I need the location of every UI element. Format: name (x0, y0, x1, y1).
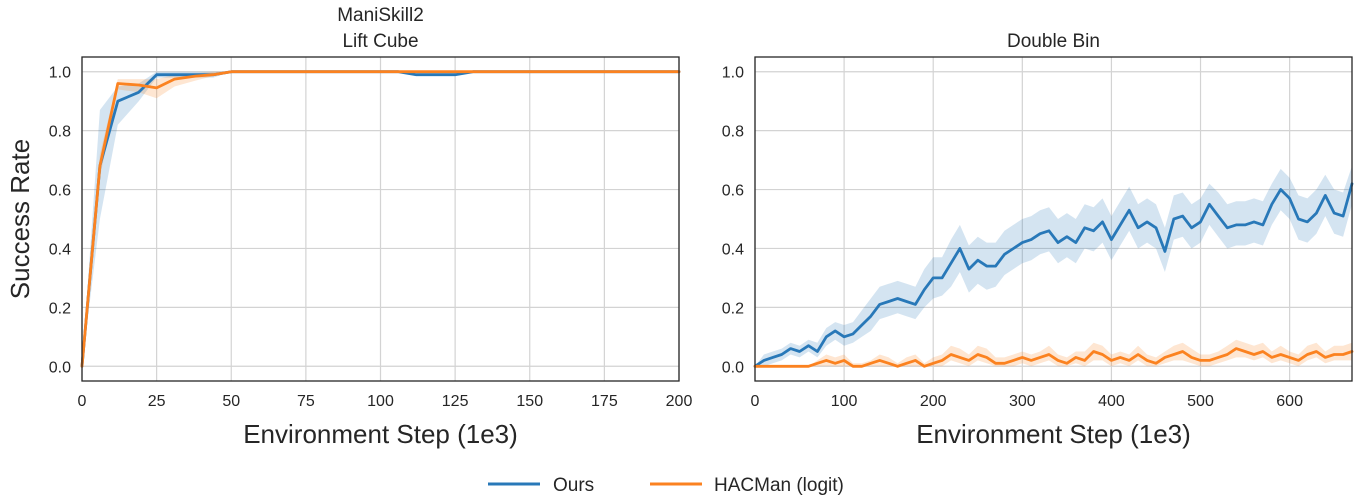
chart-double-bin: 0 100 200 300 400 500 600 0.0 0.2 0.4 0.6 0.8 1.0 Env… (722, 31, 1354, 449)
chart-title: Lift Cube (342, 31, 418, 52)
chart-lift-cube: 0 25 50 75 100 125 150 175 200 0.0 0.2 0.4 0.6 0.8 1.0… (5, 5, 692, 449)
y-tick-label: 0.2 (722, 300, 744, 317)
x-tick-label: 125 (442, 393, 469, 410)
legend: Ours HACMan (logit) (488, 475, 844, 496)
series-line-ours (753, 182, 1354, 368)
y-axis-label: Success Rate (5, 139, 35, 299)
x-tick-label: 175 (591, 393, 618, 410)
y-tick-label: 1.0 (722, 65, 744, 82)
plot-frame (754, 56, 1353, 382)
y-tick-label: 0.6 (722, 183, 744, 200)
x-tick-label: 500 (1187, 393, 1214, 410)
x-tick-label: 25 (148, 393, 166, 410)
y-tick-label: 0.8 (722, 124, 744, 141)
plot-frame (81, 56, 680, 382)
chart-title: Double Bin (1007, 31, 1100, 52)
x-tick-label: 0 (751, 393, 760, 410)
y-tick-label: 0.8 (49, 124, 71, 141)
x-tick-label: 50 (222, 393, 240, 410)
x-tick-label: 75 (297, 393, 315, 410)
legend-label-hacman: HACMan (logit) (714, 475, 844, 496)
x-tick-label: 200 (920, 393, 947, 410)
y-tick-label: 0.2 (49, 300, 71, 317)
series-line-hacman (753, 347, 1354, 368)
chart-title: ManiSkill2 (337, 5, 424, 26)
x-axis-label: Environment Step (1e3) (916, 419, 1191, 449)
y-tick-label: 0.4 (49, 241, 71, 258)
x-tick-label: 200 (666, 393, 693, 410)
y-tick-label: 0.0 (722, 359, 744, 376)
x-tick-label: 400 (1098, 393, 1125, 410)
x-tick-label: 0 (78, 393, 87, 410)
x-tick-label: 100 (367, 393, 394, 410)
x-tick-label: 150 (516, 393, 543, 410)
x-axis-label: Environment Step (1e3) (243, 419, 518, 449)
y-tick-label: 0.6 (49, 183, 71, 200)
x-tick-label: 300 (1009, 393, 1036, 410)
x-tick-label: 600 (1276, 393, 1303, 410)
series-line-hacman (80, 70, 681, 368)
y-tick-label: 0.0 (49, 359, 71, 376)
y-tick-label: 0.4 (722, 241, 744, 258)
y-tick-label: 1.0 (49, 65, 71, 82)
legend-label-ours: Ours (553, 475, 594, 496)
x-tick-label: 100 (831, 393, 858, 410)
